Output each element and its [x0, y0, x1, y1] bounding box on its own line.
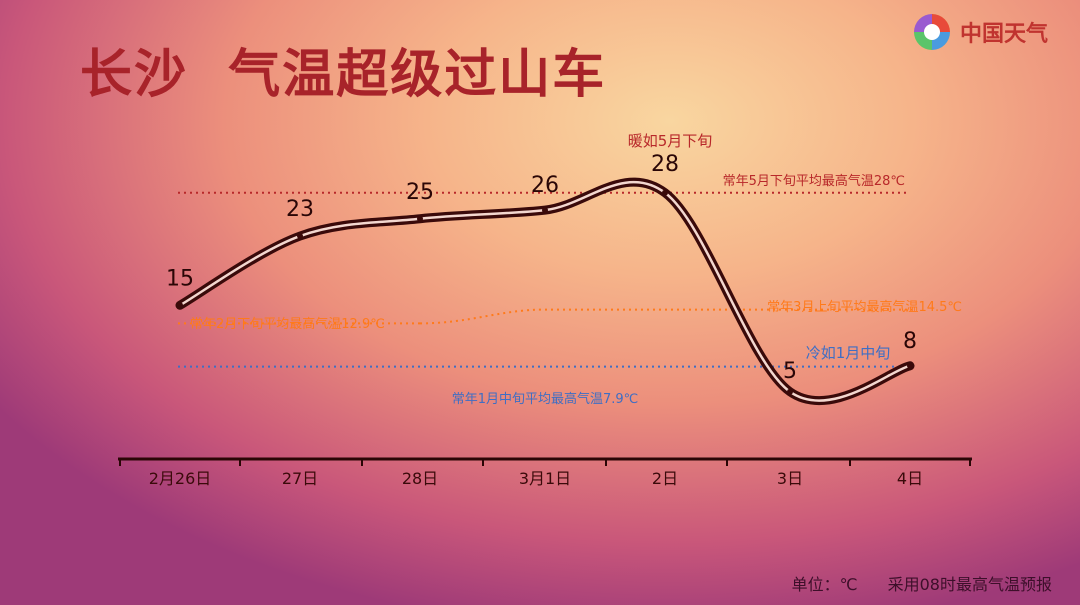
data-label: 5 — [783, 359, 797, 384]
data-point — [177, 302, 183, 309]
data-point — [907, 362, 913, 369]
x-tick-label: 3月1日 — [519, 469, 571, 488]
x-tick-label: 2日 — [652, 469, 678, 488]
data-label: 15 — [166, 266, 194, 291]
annotation: 冷如1月中旬 — [806, 344, 891, 362]
data-label: 23 — [286, 197, 314, 222]
reference-line-connector — [419, 308, 546, 325]
chart-title: 长沙 气温超级过山车 — [80, 45, 607, 105]
data-label: 25 — [406, 180, 434, 205]
x-tick-label: 2月26日 — [149, 469, 212, 488]
reference-line-label: 常年1月中旬平均最高气温7.9℃ — [452, 391, 639, 407]
annotation: 暖如5月下旬 — [628, 132, 713, 150]
data-label: 26 — [531, 173, 559, 198]
logo-text: 中国天气 — [960, 22, 1049, 47]
x-tick-label: 28日 — [402, 469, 438, 488]
data-point — [787, 388, 793, 395]
data-point — [662, 189, 668, 196]
logo: 中国天气 — [912, 12, 1048, 52]
x-tick-label: 27日 — [282, 469, 318, 488]
footer: 单位：℃ 采用08时最高气温预报 — [792, 571, 1052, 595]
data-point — [542, 207, 548, 214]
reference-line-label: 常年5月下旬平均最高气温28℃ — [723, 173, 905, 189]
x-tick-label: 3日 — [777, 469, 803, 488]
reference-line-label: 常年2月下旬平均最高气温12.9℃ — [190, 316, 385, 332]
reference-line-label: 常年3月上旬平均最高气温14.5℃ — [767, 299, 962, 315]
logo-swirl-icon — [914, 14, 950, 50]
data-label: 28 — [651, 152, 679, 177]
data-label: 8 — [903, 329, 917, 354]
unit-note: 单位：℃ — [791, 575, 858, 594]
data-point — [297, 233, 303, 240]
x-tick-label: 4日 — [897, 469, 923, 488]
data-point — [417, 215, 423, 222]
source-note: 采用08时最高气温预报 — [887, 575, 1052, 594]
